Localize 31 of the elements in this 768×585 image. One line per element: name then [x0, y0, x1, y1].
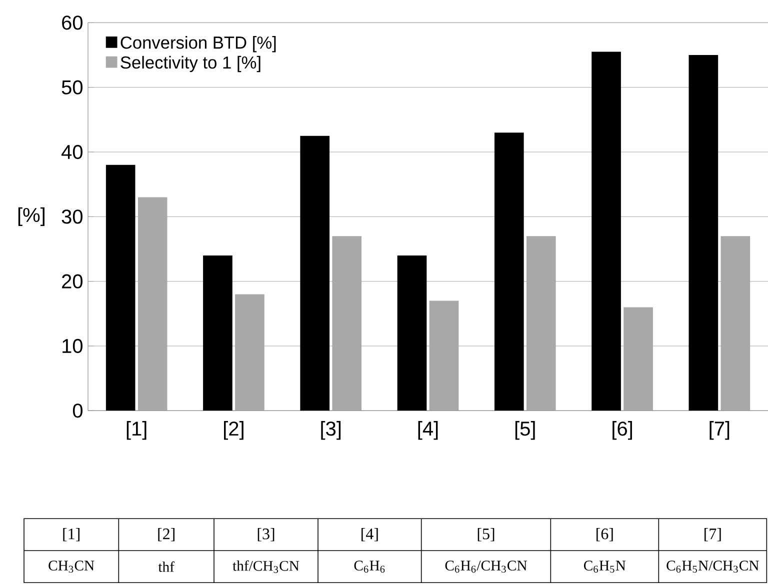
category-label: [1]	[63, 528, 80, 542]
text: C$_{6}$H$_{5}$N	[584, 560, 626, 573]
category-label: [6]	[596, 528, 613, 542]
text: thf/CH$_{3}$CN	[232, 560, 300, 573]
x-tick-label: [4]	[418, 420, 438, 440]
category-label: [7]	[704, 528, 721, 542]
text: C$_{6}$H$_{5}$N/CH$_{3}$CN	[666, 560, 759, 573]
category-label: [3]	[258, 528, 274, 542]
y-tick-label: 40	[62, 144, 82, 159]
x-tick-label: [7]	[710, 420, 730, 440]
y-tick-label: 20	[62, 274, 82, 288]
y-tick-label: 0	[72, 403, 82, 418]
y-tick-label: 30	[62, 209, 82, 224]
x-tick-label: [5]	[515, 420, 535, 440]
y-tick-label: 50	[62, 80, 82, 94]
y-axis-title: [%]	[18, 207, 44, 226]
y-tick-label: 10	[62, 338, 82, 353]
category-label: [2]	[158, 528, 174, 542]
legend-label: Conversion BTD [%]	[120, 36, 276, 52]
text: C$_{6}$H$_{6}$/CH$_{3}$CN	[445, 560, 527, 573]
text: C$_{6}$H$_{6}$	[354, 560, 385, 573]
text: thf	[158, 561, 174, 572]
y-tick-label: 60	[62, 15, 82, 30]
category-label: [4]	[362, 528, 378, 542]
x-tick-label: [2]	[224, 420, 244, 440]
x-tick-label: [1]	[126, 420, 146, 440]
category-label: [5]	[478, 528, 494, 542]
text: CH$_{3}$CN	[48, 560, 94, 573]
x-tick-label: [3]	[321, 420, 341, 440]
x-tick-label: [6]	[612, 420, 632, 440]
legend-label: Selectivity to 1 [%]	[120, 56, 260, 72]
